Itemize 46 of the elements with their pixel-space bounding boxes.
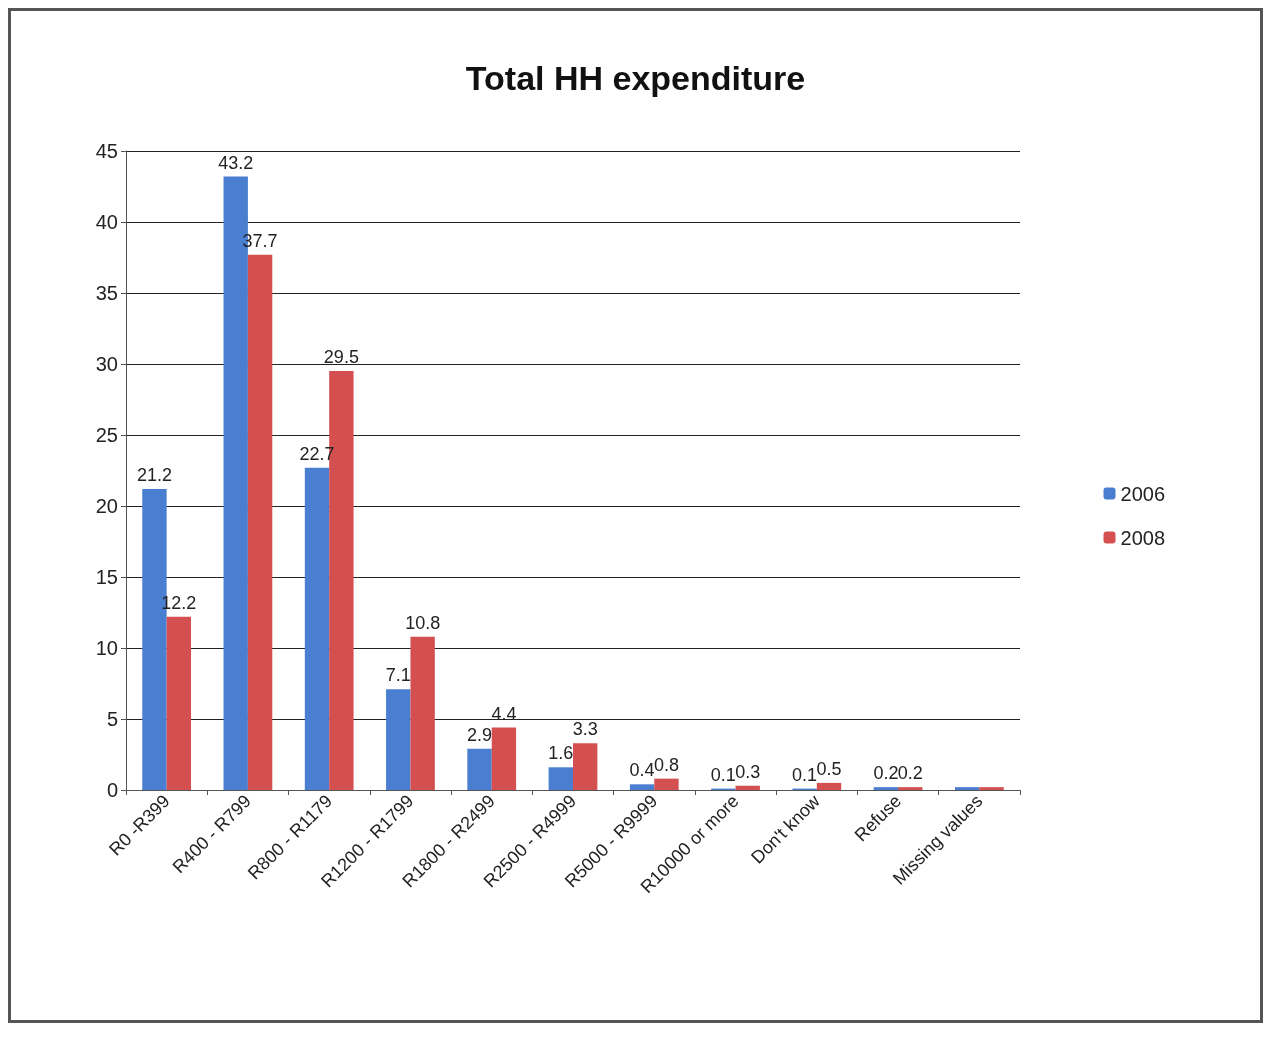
bar — [410, 636, 435, 790]
bar — [467, 748, 492, 790]
bar — [573, 743, 598, 790]
y-tick-label: 35 — [95, 282, 118, 304]
bar — [304, 467, 330, 790]
bar — [654, 778, 679, 790]
legend-label: 2008 — [1120, 526, 1166, 549]
bar — [166, 616, 192, 790]
bar — [898, 787, 923, 790]
bar — [491, 727, 517, 790]
data-label: 0.4 — [629, 760, 655, 781]
bar — [954, 787, 980, 790]
y-tick-label: 25 — [95, 424, 118, 446]
y-tick-label: 30 — [95, 353, 118, 375]
data-label: 2.9 — [467, 724, 493, 745]
data-label: 7.1 — [385, 665, 411, 686]
bar — [735, 785, 760, 790]
data-label: 3.3 — [572, 719, 598, 740]
y-tick-label: 40 — [95, 211, 118, 233]
chart-title: Total HH expenditure — [465, 59, 806, 97]
bar — [979, 787, 1004, 790]
data-label: 1.6 — [548, 743, 574, 764]
bar — [816, 782, 842, 790]
y-tick-label: 10 — [95, 637, 118, 659]
bar — [548, 767, 573, 790]
data-label: 0.3 — [735, 761, 761, 782]
data-label: 0.8 — [653, 754, 679, 775]
data-label: 0.1 — [792, 764, 818, 785]
y-tick-label: 5 — [106, 708, 118, 730]
bar — [873, 787, 899, 790]
data-label: 0.1 — [710, 764, 736, 785]
y-tick-label: 45 — [95, 140, 118, 162]
bar — [629, 784, 655, 790]
data-label: 0.2 — [873, 763, 899, 784]
data-label: 21.2 — [136, 464, 172, 485]
legend-label: 2006 — [1120, 482, 1166, 505]
data-label: 0.2 — [897, 763, 923, 784]
bar — [247, 254, 273, 790]
y-tick-label: 0 — [106, 779, 118, 801]
data-label: 43.2 — [218, 152, 254, 173]
bar — [386, 689, 411, 790]
data-label: 0.5 — [816, 758, 842, 779]
y-tick-label: 20 — [95, 495, 118, 517]
y-tick-label: 15 — [95, 566, 118, 588]
data-label: 29.5 — [323, 347, 359, 368]
data-label: 10.8 — [405, 612, 441, 633]
